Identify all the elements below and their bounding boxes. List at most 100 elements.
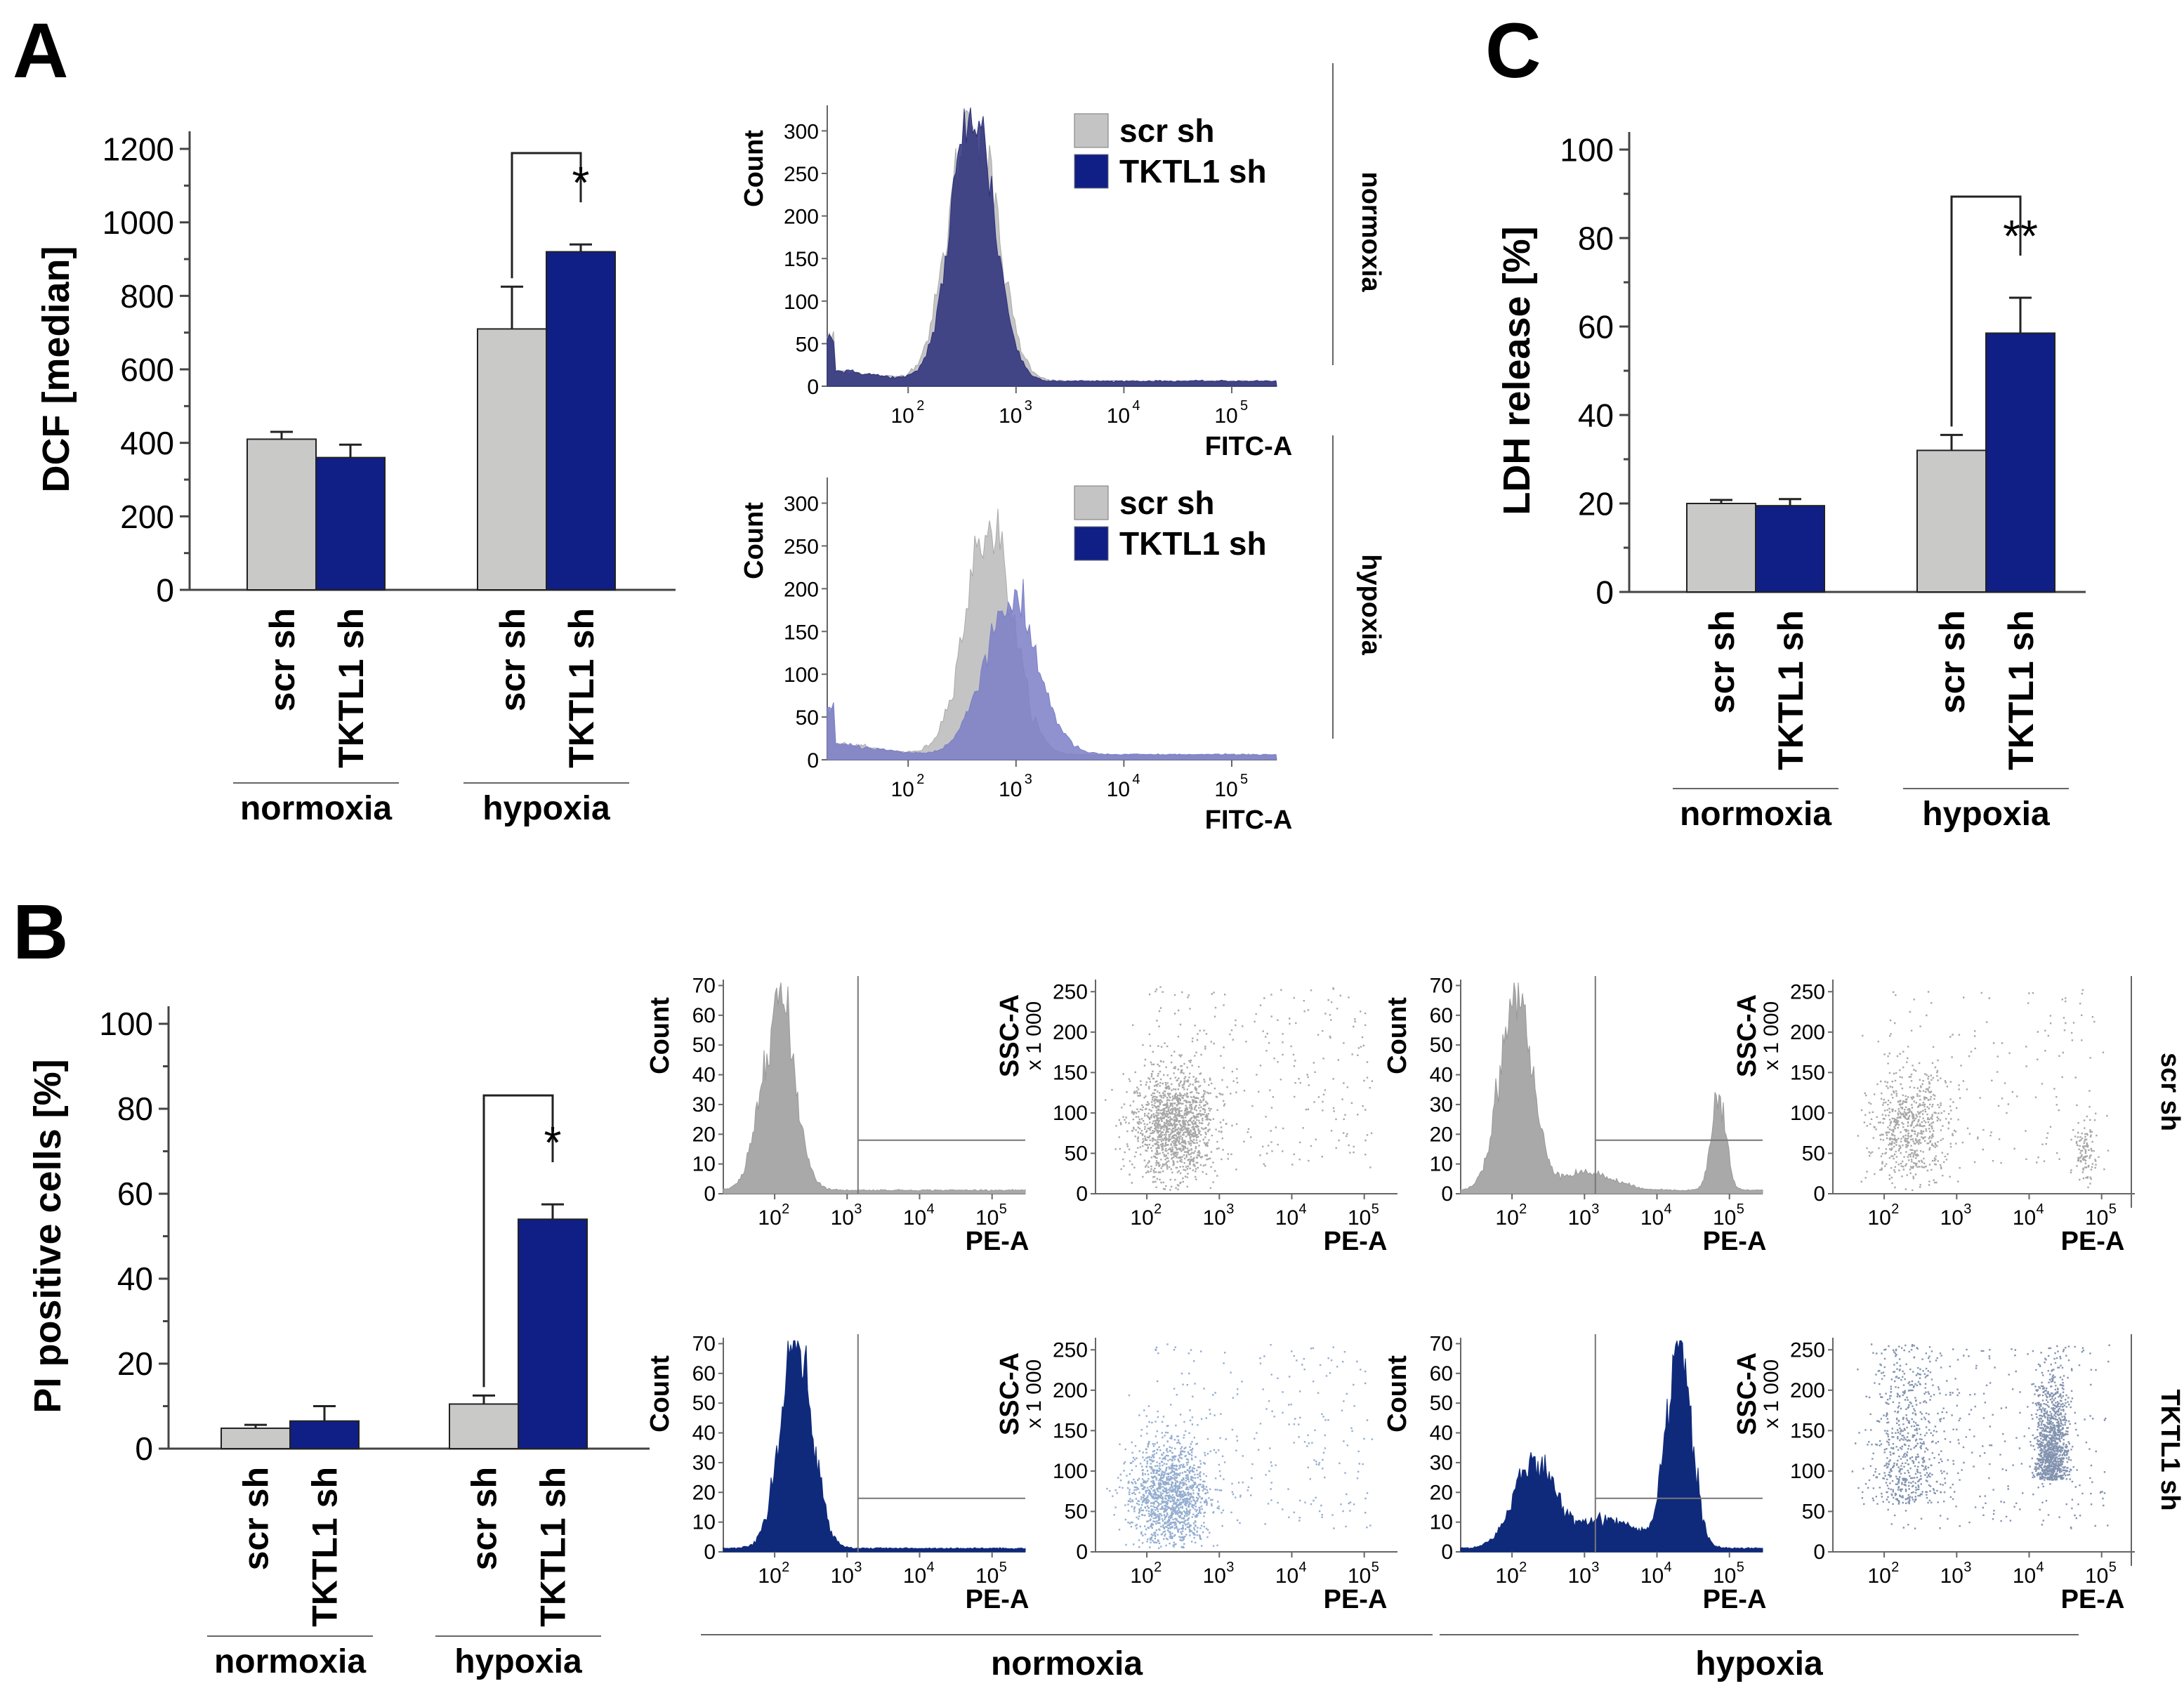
x-tick-exponent: 2	[916, 398, 924, 414]
x-tick-label: 10	[1495, 1206, 1518, 1230]
x-tick-label: 10	[975, 1564, 999, 1588]
y-tick-label: 0	[135, 1430, 153, 1467]
y-tick-label: 250	[784, 163, 819, 186]
y-tick-label: 50	[1430, 1392, 1453, 1415]
y-tick-label: 0	[1076, 1183, 1088, 1206]
y-tick-label: 100	[784, 291, 819, 314]
scatter-x-axis-title: PE-A	[1324, 1227, 1388, 1256]
x-tick-exponent: 4	[927, 1201, 935, 1217]
bar	[518, 1218, 588, 1450]
y-tick-label: 50	[692, 1034, 716, 1057]
scatter-y-axis-title: SSC-A	[1732, 1352, 1762, 1435]
y-tick-label: 50	[692, 1392, 716, 1415]
y-tick-label: 20	[1578, 486, 1614, 522]
y-tick-label: 150	[1053, 1419, 1088, 1442]
x-tick-exponent: 5	[1240, 398, 1248, 414]
x-tick-label: 10	[1640, 1206, 1664, 1230]
y-tick-label: 40	[1430, 1422, 1453, 1445]
x-tick-exponent: 5	[1371, 1201, 1379, 1217]
x-tick-exponent: 3	[1025, 398, 1032, 414]
y-tick-label: 0	[1441, 1183, 1453, 1206]
x-axis-title: FITC-A	[1205, 805, 1293, 835]
x-tick-label: 10	[1130, 1206, 1153, 1230]
scatter-y-axis-unit: x 1 000	[1760, 1001, 1783, 1070]
scatter-y-axis-title: SSC-A	[995, 1352, 1025, 1435]
hist-x-axis-title: PE-A	[1703, 1585, 1767, 1614]
x-tick-label: 10	[1940, 1564, 1963, 1588]
x-tick-exponent: 3	[1226, 1560, 1234, 1575]
scatter-points	[1851, 1343, 2110, 1529]
y-tick-label: 60	[1430, 1004, 1453, 1027]
y-tick-label: 10	[1430, 1511, 1453, 1534]
x-tick-label: 10	[903, 1206, 926, 1230]
hist-x-axis-title: PE-A	[966, 1227, 1029, 1256]
x-tick-label: 10	[2013, 1206, 2036, 1230]
y-tick-label: 200	[784, 578, 819, 601]
y-tick-label: 50	[796, 706, 819, 730]
y-tick-label: 50	[1802, 1500, 1825, 1523]
side-label: hypoxia	[1356, 554, 1386, 655]
y-tick-label: 0	[807, 376, 819, 399]
bar	[449, 1403, 519, 1449]
legend-swatch	[1074, 526, 1109, 561]
group-label: normoxia	[214, 1643, 366, 1680]
y-tick-label: 100	[1790, 1460, 1825, 1483]
x-axis-title: FITC-A	[1205, 432, 1293, 461]
x-tick-label: 10	[1275, 1564, 1298, 1588]
x-tick-label: 10	[2085, 1564, 2108, 1588]
x-tick-label: 10	[1203, 1206, 1226, 1230]
y-tick-label: 60	[1578, 309, 1614, 345]
y-tick-label: 50	[796, 333, 819, 356]
y-tick-label: 200	[784, 206, 819, 229]
scatter-points	[1857, 989, 2110, 1192]
y-tick-label: 200	[1790, 1021, 1825, 1044]
y-tick-label: 40	[692, 1422, 716, 1445]
y-tick-label: 60	[692, 1362, 716, 1385]
y-tick-label: 800	[120, 278, 174, 315]
y-tick-label: 100	[784, 664, 819, 687]
bar	[1755, 505, 1825, 593]
y-tick-label: 250	[1790, 1338, 1825, 1362]
y-tick-label: 10	[692, 1511, 716, 1534]
panel-label-a: A	[13, 8, 68, 94]
y-tick-label: 250	[1053, 980, 1088, 1003]
x-tick-exponent: 5	[1737, 1201, 1744, 1217]
scatter-y-axis-title: SSC-A	[995, 994, 1025, 1077]
group-label: normoxia	[240, 790, 392, 827]
y-tick-label: 50	[1802, 1142, 1825, 1165]
x-tick-exponent: 2	[1891, 1201, 1899, 1217]
pe-histogram	[1460, 1340, 1763, 1553]
y-tick-label: 400	[120, 425, 174, 461]
y-tick-label: 150	[784, 621, 819, 644]
legend-label: TKTL1 sh	[1119, 153, 1267, 190]
y-tick-label: 200	[1053, 1379, 1088, 1402]
pe-histogram	[723, 1340, 1026, 1553]
scatter-y-axis-unit: x 1 000	[1022, 1359, 1046, 1428]
panel-c-bar-chart: 0 20 40 60 80 100 LDH release [%] scr sh TKTL1 s…	[1496, 132, 2086, 833]
legend-swatch	[1074, 154, 1109, 189]
x-tick-exponent: 3	[854, 1560, 862, 1575]
group-label: normoxia	[1680, 796, 1831, 833]
x-tick-label: 10	[1940, 1206, 1963, 1230]
y-tick-label: 150	[1053, 1061, 1088, 1084]
x-tick-label: 10	[891, 778, 914, 801]
side-label: normoxia	[1356, 171, 1386, 292]
panel-label-b: B	[13, 889, 68, 975]
x-tick-exponent: 5	[1240, 772, 1248, 787]
y-tick-label: 80	[117, 1091, 153, 1127]
scatter-x-axis-title: PE-A	[2061, 1585, 2125, 1614]
y-tick-label: 0	[1813, 1183, 1825, 1206]
significance-bracket	[482, 1094, 554, 1388]
hist-y-axis-title: Count	[645, 997, 675, 1074]
x-tick-label: 10	[1867, 1206, 1890, 1230]
y-tick-label: 0	[1813, 1541, 1825, 1564]
y-tick-label: 50	[1065, 1500, 1088, 1523]
x-tick-label: 10	[1107, 778, 1130, 801]
group-label: hypoxia	[454, 1643, 582, 1680]
y-tick-label: 20	[692, 1481, 716, 1504]
hist-x-axis-title: PE-A	[966, 1585, 1029, 1614]
y-axis-title: DCF [median]	[35, 246, 77, 493]
scatter-y-axis-title: SSC-A	[1732, 994, 1762, 1077]
